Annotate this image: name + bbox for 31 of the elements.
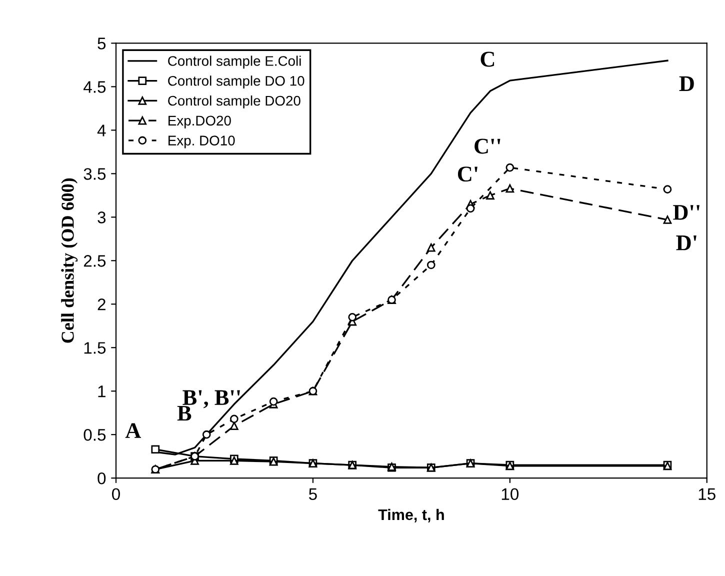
y-axis-title: Cell density (OD 600) — [61, 178, 78, 343]
y-tick-label: 3 — [98, 212, 106, 224]
x-tick-label: 10 — [502, 488, 519, 500]
y-tick-label: 0 — [98, 472, 106, 484]
x-tick-label: 5 — [308, 488, 317, 500]
y-tick-label: 5 — [98, 38, 106, 50]
annotation: A — [125, 423, 142, 438]
annotation: C — [480, 52, 494, 67]
y-tick-label: 1 — [98, 386, 106, 398]
annotation: C'' — [474, 138, 500, 154]
annotation: B', B'' — [182, 390, 240, 408]
annotation: D' — [676, 236, 696, 250]
x-tick-label: 0 — [112, 488, 120, 500]
y-tick-label: 4.5 — [83, 81, 106, 93]
annotation: D — [679, 76, 694, 91]
y-tick-label: 2 — [98, 298, 106, 310]
legend-label: Control sample E.Coli — [168, 56, 301, 69]
y-tick-label: 1.5 — [84, 342, 106, 354]
legend-label: Control sample DO20 — [168, 95, 300, 108]
x-tick-label: 15 — [698, 488, 716, 500]
x-axis-title: Time, t, h — [378, 508, 444, 522]
legend-label: Control sample DO 10 — [168, 76, 304, 89]
annotation: B — [177, 406, 192, 421]
annotation: D'' — [673, 205, 700, 220]
y-tick-label: 3.5 — [84, 168, 106, 180]
legend-label: Exp.DO20 — [168, 116, 231, 128]
legend-label: Exp. DO10 — [168, 136, 235, 148]
annotation: C' — [458, 166, 478, 182]
y-tick-label: 2.5 — [84, 255, 106, 267]
y-tick-label: 4 — [97, 124, 106, 136]
y-tick-label: 0.5 — [84, 428, 106, 441]
